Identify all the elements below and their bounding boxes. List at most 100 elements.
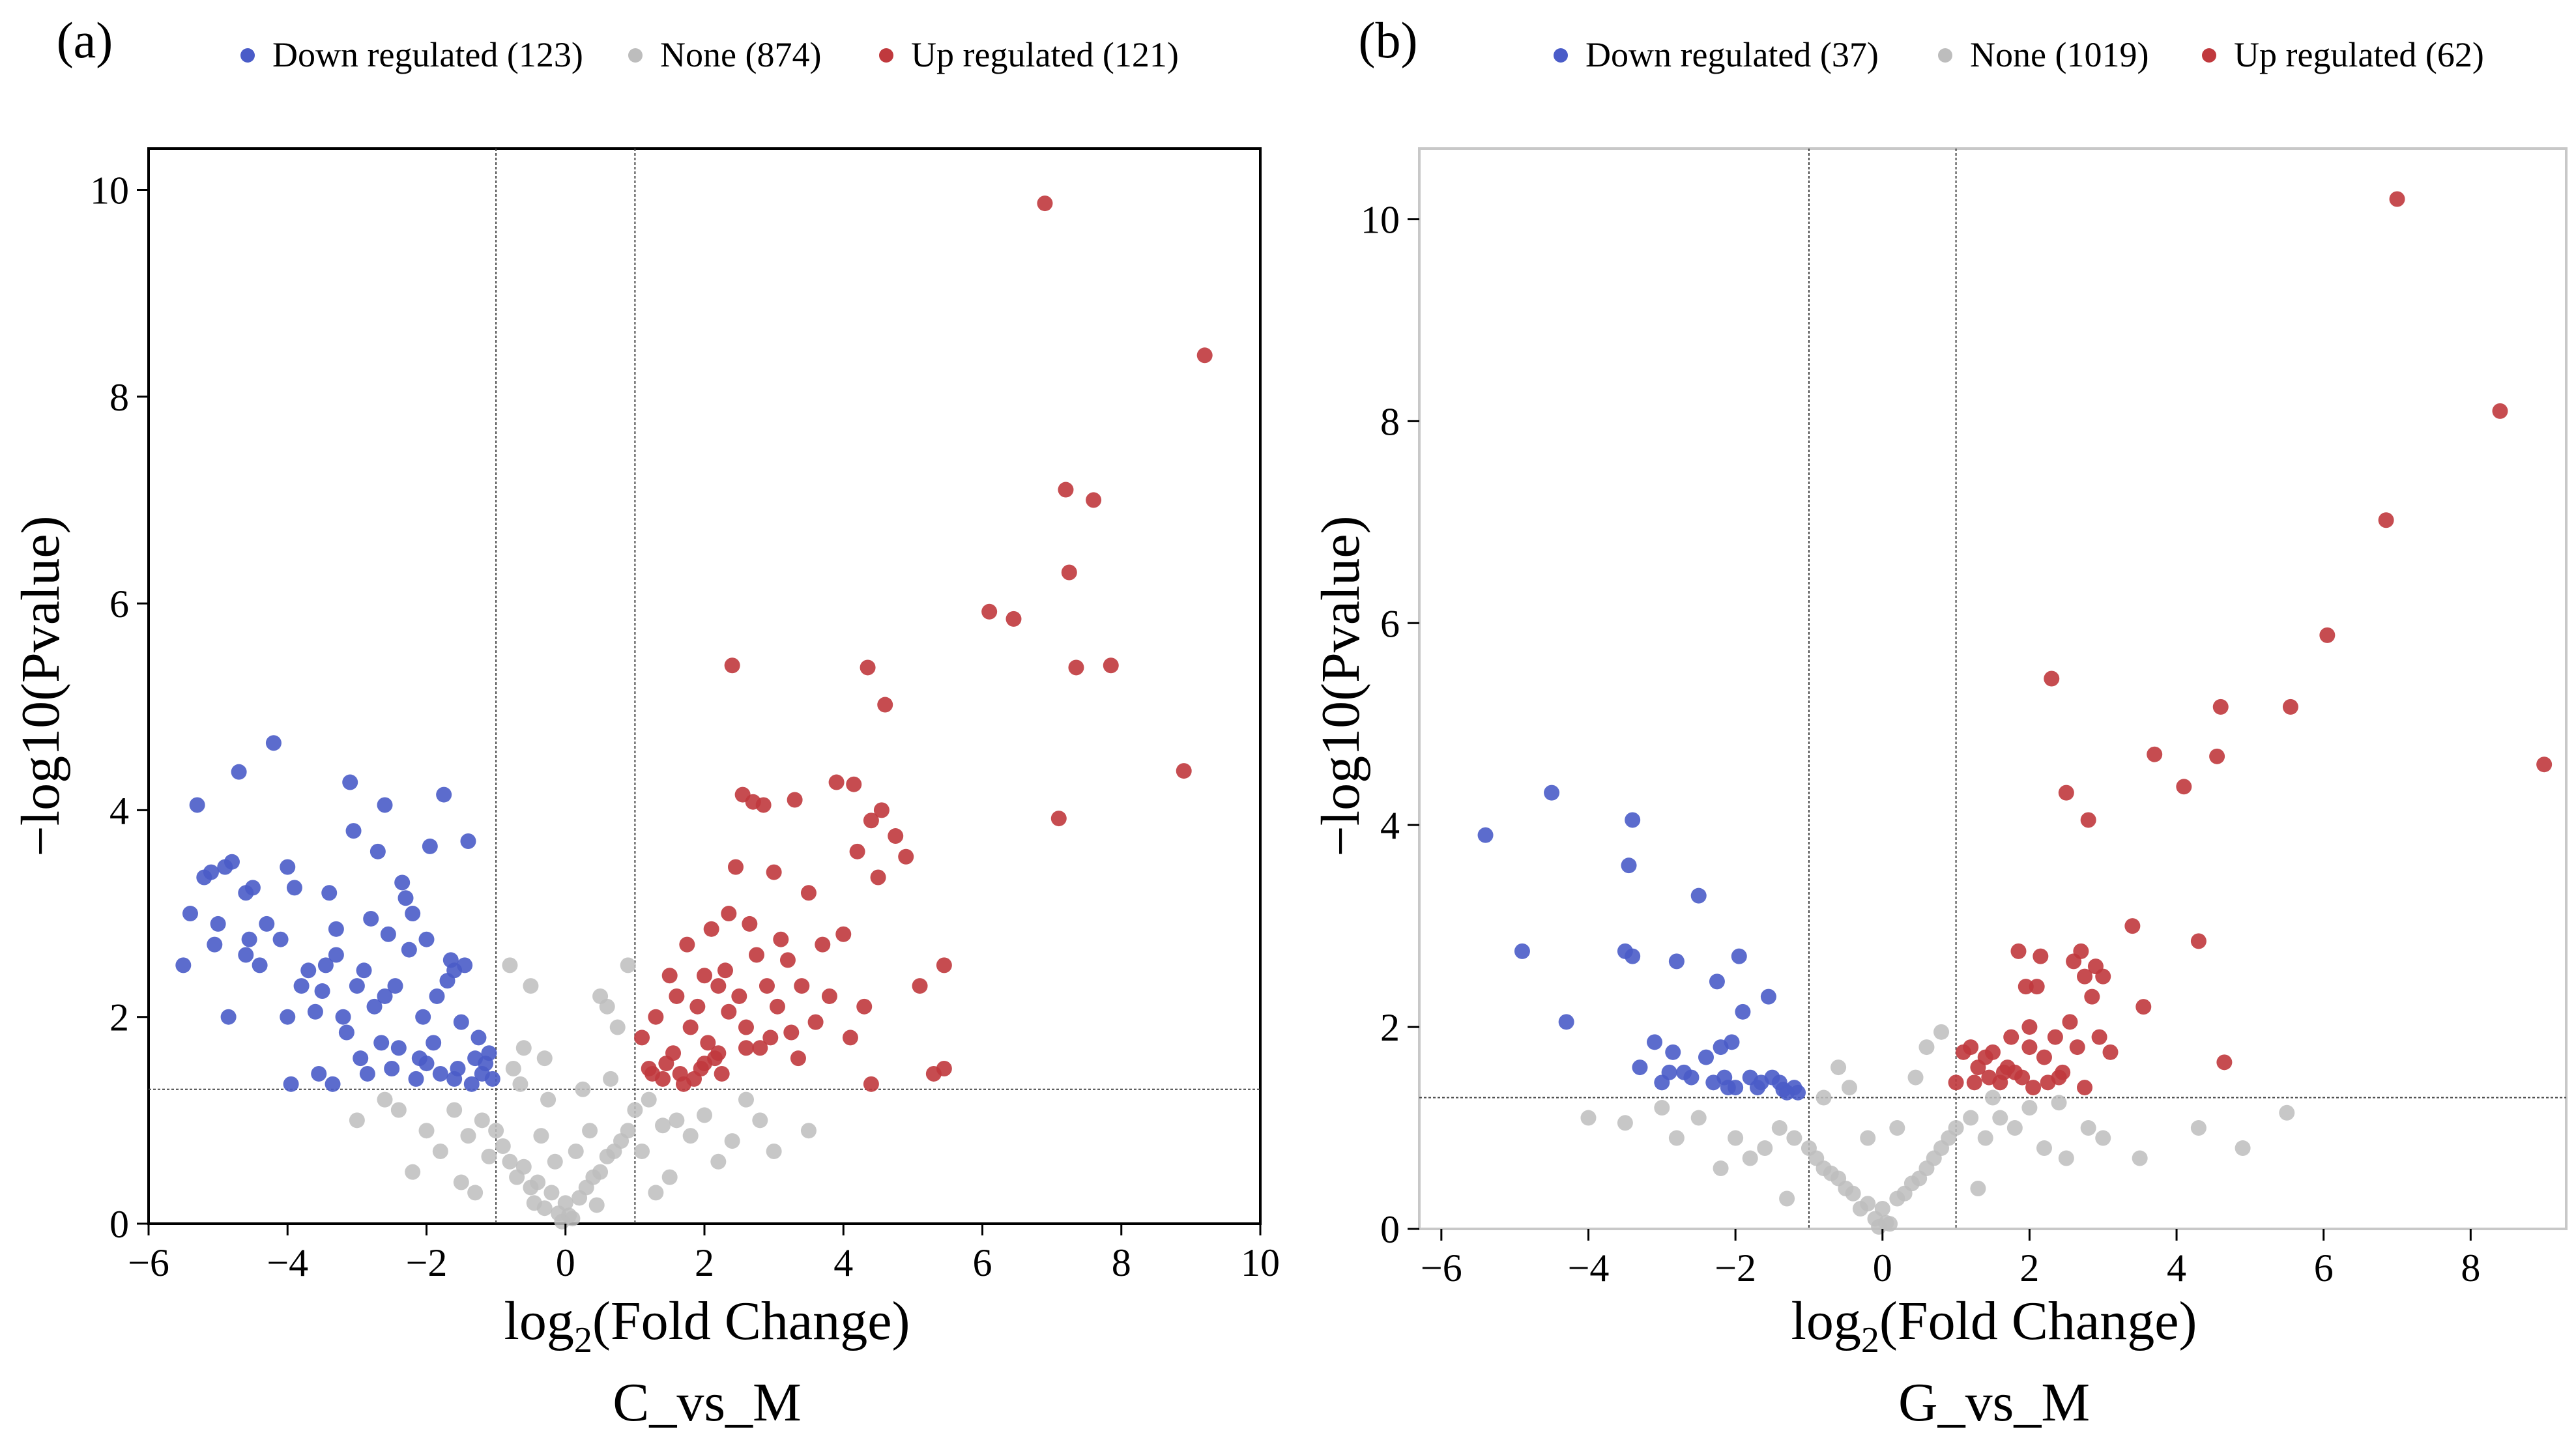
data-point [828,774,845,790]
data-point [2044,670,2060,687]
series-up-regulated [1948,191,2553,1096]
data-point [2003,1029,2019,1045]
series-down-regulated [175,735,500,1092]
data-point [481,1148,497,1164]
data-point [752,1040,768,1056]
data-point [1477,827,1494,843]
data-point [697,1056,712,1072]
data-point [672,1065,688,1082]
data-point [669,1112,685,1129]
data-point [436,786,452,803]
data-point [390,1102,407,1118]
data-point [359,1065,375,1082]
panel-label: (b) [1359,12,1418,68]
data-point [1558,1014,1574,1030]
data-point [543,1185,560,1201]
data-point [1724,1034,1740,1050]
data-point [2010,943,2027,959]
y-tick-label: 8 [109,376,129,419]
data-point [1966,1074,1982,1091]
data-point [460,1128,476,1144]
data-point [481,1045,497,1061]
data-point [1668,1130,1685,1146]
data-point [1625,948,1641,964]
data-point [697,968,712,984]
data-point [2102,1044,2119,1060]
data-point [759,978,775,994]
y-tick-label: 0 [1380,1208,1400,1251]
data-point [328,947,344,963]
data-point [783,1024,800,1041]
data-point [1617,1115,1633,1131]
data-point [603,1071,619,1087]
data-point [401,942,417,958]
data-point [1757,1140,1773,1157]
x-tick-label: −4 [267,1241,308,1284]
data-point [523,978,539,994]
data-point [220,1009,237,1025]
data-point [1918,1039,1935,1056]
data-point [426,1035,442,1051]
x-tick-label: 2 [2019,1246,2039,1289]
data-point [856,998,873,1015]
data-point [863,1076,879,1092]
legend-marker [628,48,643,63]
data-point [523,1179,539,1196]
data-point [2084,988,2100,1005]
data-point [807,1014,824,1030]
data-point [1698,1049,1714,1065]
data-point [453,1014,469,1030]
data-point [2029,979,2045,995]
data-point [686,1071,702,1087]
series-down-regulated [1477,785,1806,1101]
data-point [1086,492,1102,508]
data-point [2147,746,2163,762]
data-point [1860,1130,1876,1146]
data-point [568,1143,584,1159]
data-point [842,1030,858,1046]
data-point [1176,763,1192,779]
data-point [342,774,358,790]
data-point [1948,1074,1964,1091]
x-tick-label: 6 [973,1241,992,1284]
data-point [1625,812,1641,828]
data-point [446,1102,463,1118]
data-point [432,1065,448,1082]
data-point [1668,953,1685,970]
data-point [182,906,198,922]
data-point [1050,811,1067,827]
data-point [1842,1080,1857,1096]
data-point [2021,1019,2038,1035]
data-point [460,833,476,849]
data-point [526,1195,542,1211]
data-point [283,1076,299,1092]
data-point [1061,564,1077,581]
data-point [679,936,695,953]
data-point [2033,948,2049,964]
data-point [408,1071,424,1087]
data-point [1831,1059,1847,1076]
data-point [710,978,727,994]
data-point [592,1164,609,1180]
data-point [418,1123,435,1139]
data-point [328,921,344,937]
data-point [1621,857,1637,874]
data-point [648,1185,664,1201]
data-point [203,864,219,880]
data-point [1709,973,1725,990]
data-point [317,957,334,973]
data-point [773,931,789,947]
data-point [259,915,275,932]
data-point [1995,1064,2012,1080]
y-tick-label: 4 [109,789,129,832]
data-point [1196,347,1213,364]
data-point [540,1091,557,1108]
legend-label: Down regulated (37) [1585,35,1879,74]
y-tick-label: 6 [109,583,129,626]
data-point [800,1123,817,1139]
data-point [175,957,192,973]
data-point [2282,699,2298,715]
data-point [2025,1080,2042,1096]
series-none [349,957,817,1230]
data-point [2190,933,2207,949]
